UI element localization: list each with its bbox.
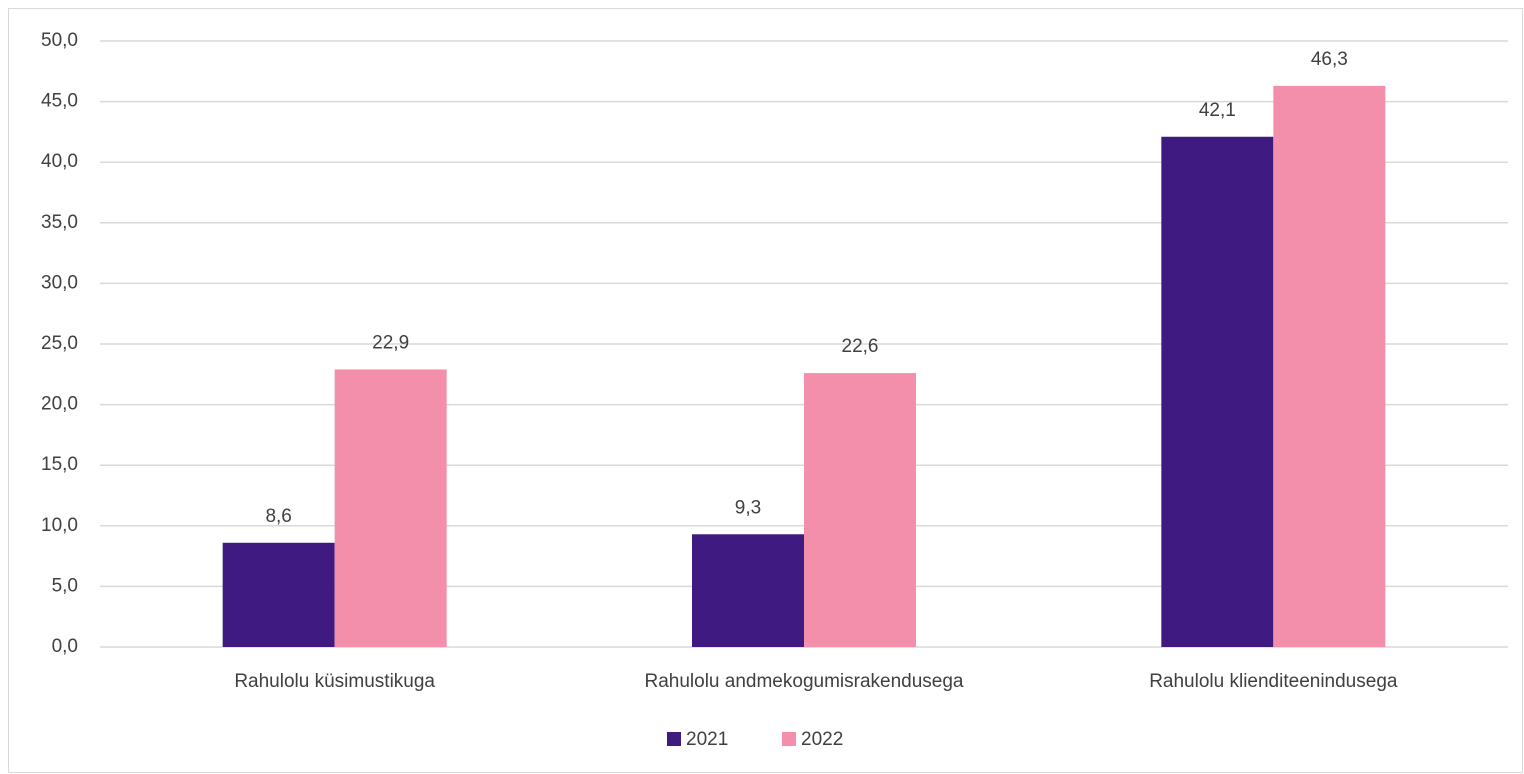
- bar: [804, 373, 916, 647]
- data-label: 22,9: [372, 332, 409, 353]
- legend-label: 2021: [686, 729, 728, 750]
- y-tick-label: 45,0: [41, 91, 78, 112]
- y-tick-label: 10,0: [41, 515, 78, 536]
- data-label: 46,3: [1311, 49, 1348, 70]
- y-tick-label: 15,0: [41, 454, 78, 475]
- legend-swatch: [782, 732, 796, 746]
- bar: [1273, 85, 1386, 648]
- legend-label: 2022: [801, 729, 843, 750]
- bar: [222, 542, 335, 647]
- y-tick-label: 35,0: [41, 212, 78, 233]
- y-tick-label: 5,0: [52, 575, 78, 596]
- data-label: 42,1: [1199, 100, 1236, 121]
- y-tick-label: 25,0: [41, 333, 78, 354]
- y-tick-label: 20,0: [41, 394, 78, 415]
- data-label: 9,3: [735, 497, 761, 518]
- y-tick-label: 0,0: [52, 636, 78, 657]
- data-label: 22,6: [842, 336, 879, 357]
- x-tick-label: Rahulolu andmekogumisrakendusega: [645, 671, 964, 692]
- y-tick-label: 30,0: [41, 272, 78, 293]
- bar: [692, 534, 804, 647]
- data-label: 8,6: [265, 506, 291, 527]
- x-tick-label: Rahulolu klienditeenindusega: [1149, 671, 1398, 692]
- legend-swatch: [667, 732, 681, 746]
- x-tick-label: Rahulolu küsimustikuga: [234, 671, 435, 692]
- bar: [334, 369, 447, 647]
- y-tick-label: 40,0: [41, 151, 78, 172]
- y-tick-label: 50,0: [41, 30, 78, 51]
- bar: [1161, 136, 1274, 648]
